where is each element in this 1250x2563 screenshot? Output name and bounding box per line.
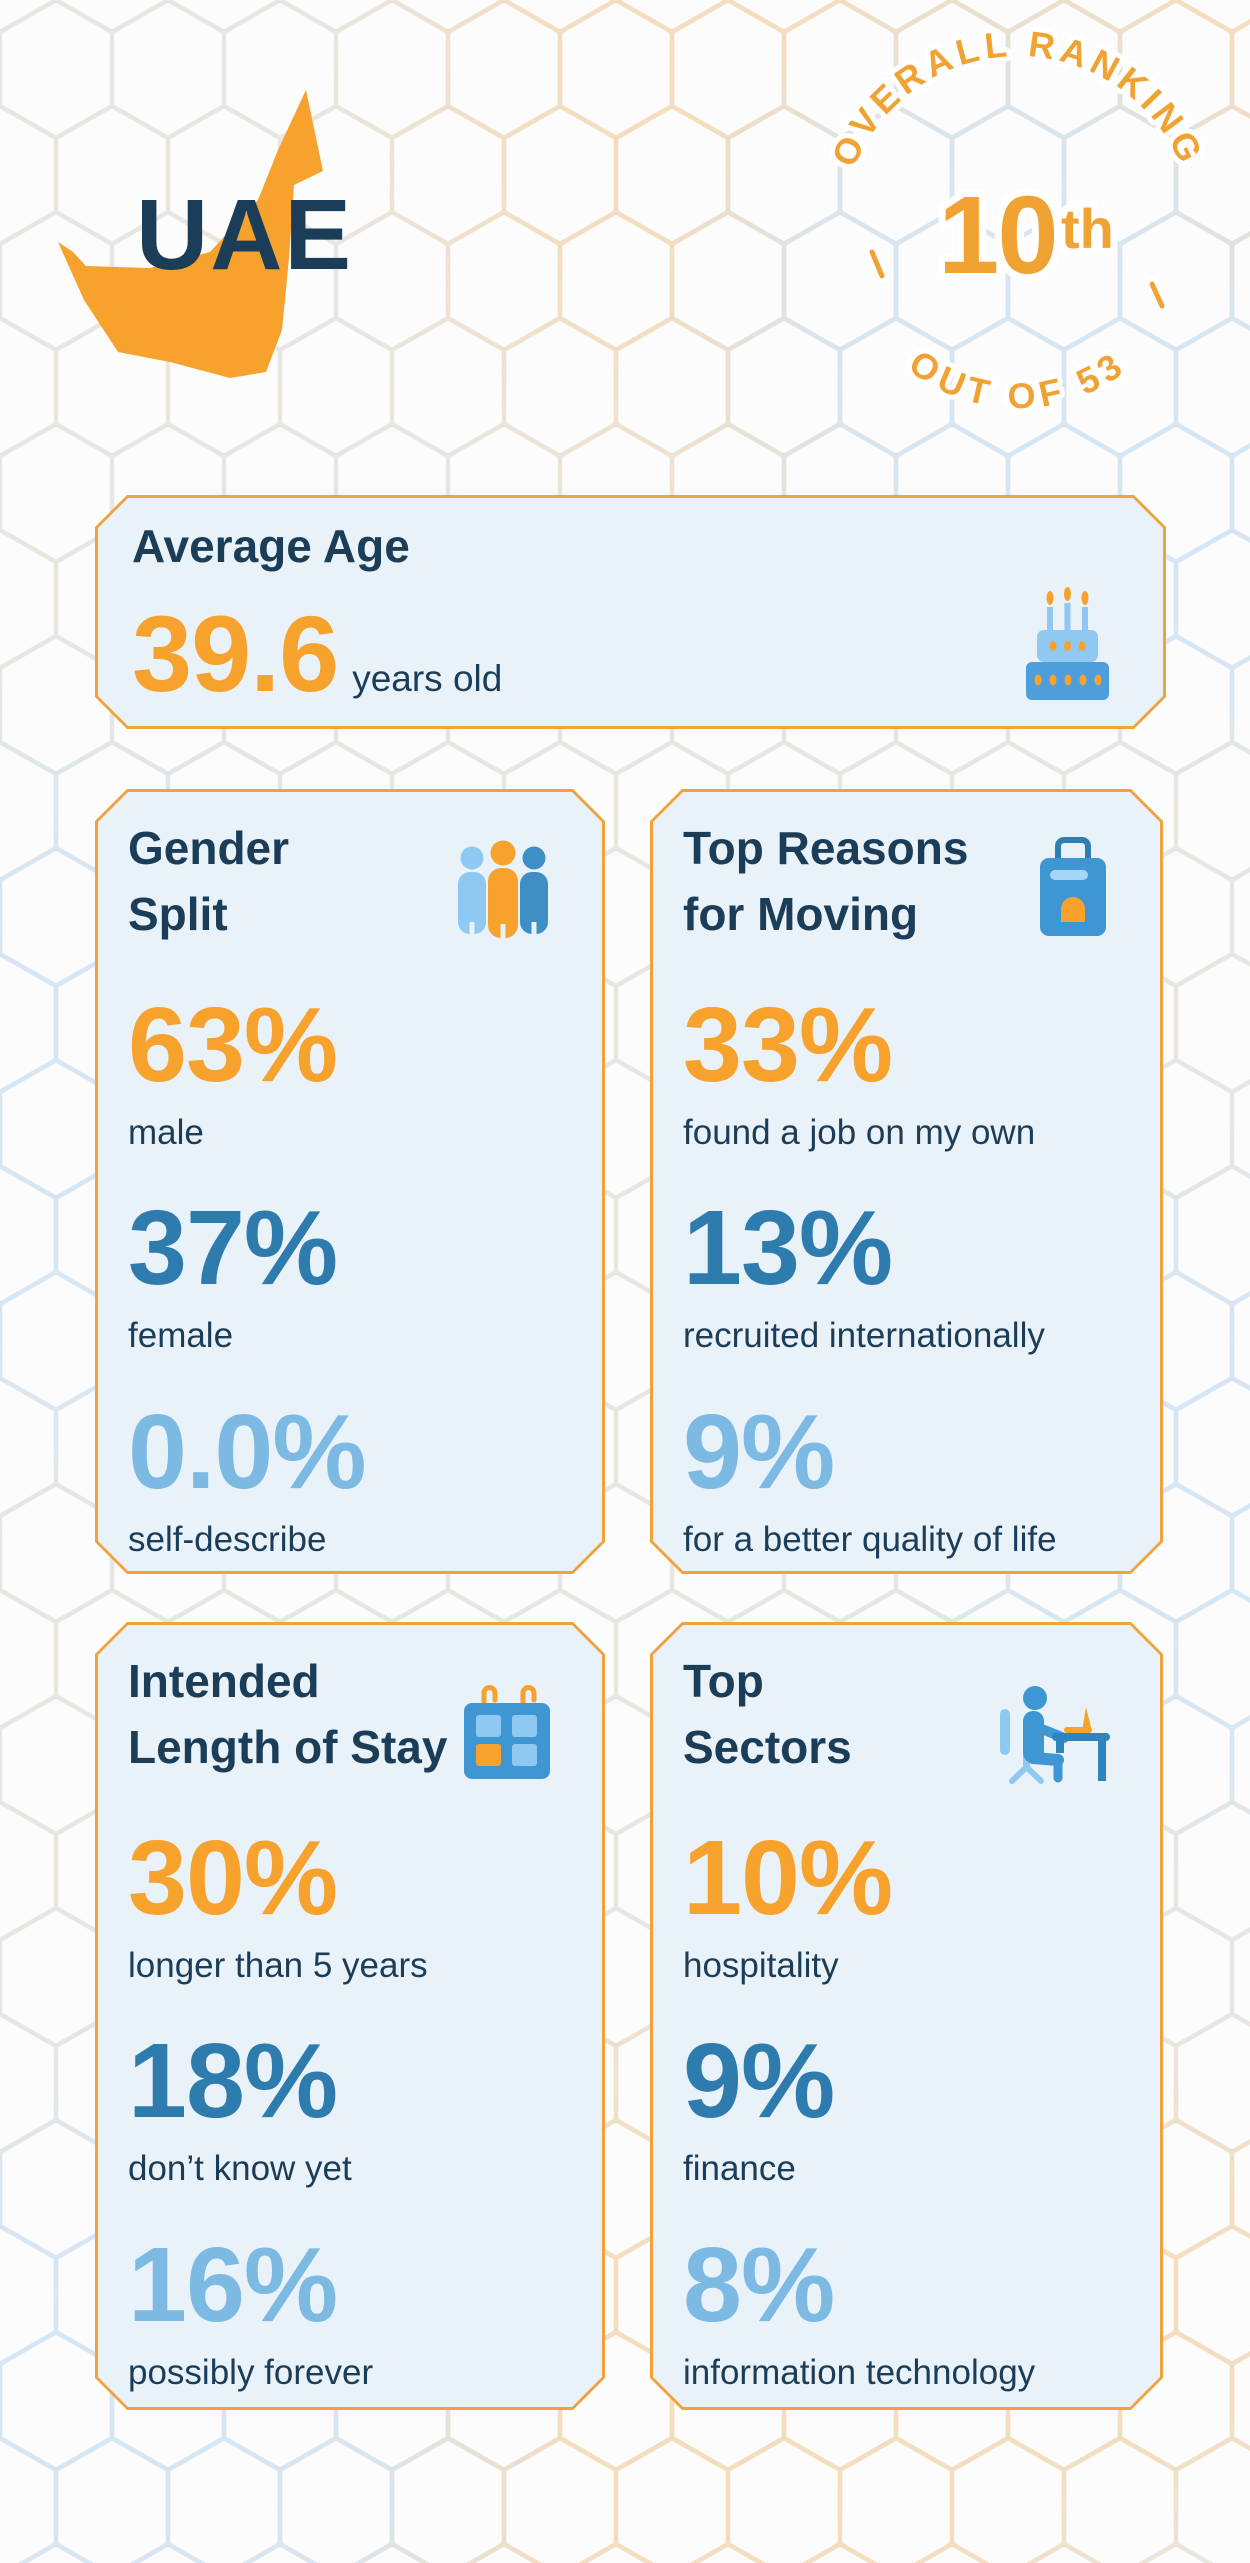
stat-label: don’t know yet	[128, 2149, 352, 2189]
uae-map-shape	[58, 90, 323, 378]
country-label: UAE	[136, 179, 354, 291]
suitcase-icon	[1034, 836, 1112, 948]
stat-value: 9%	[683, 1392, 835, 1511]
stat-label: possibly forever	[128, 2352, 374, 2392]
badge-arc-bottom-text: OUT OF 53	[897, 337, 1133, 422]
stat: 9% finance	[683, 2028, 1130, 2192]
stat-value: 63%	[128, 985, 338, 1104]
svg-text:OVERALL RANKING: OVERALL RANKING	[823, 23, 1212, 173]
stat: 8% information technology	[683, 2232, 1130, 2396]
badge-rank: 10	[938, 174, 1056, 297]
svg-text:10 th: 10 th	[938, 174, 1114, 297]
stat: 9% for a better quality of life	[683, 1399, 1130, 1563]
stat-value: 9%	[683, 2022, 835, 2141]
stat: 16% possibly forever	[128, 2232, 572, 2396]
top-sectors-card: Top Sectors 10% ho	[650, 1622, 1163, 2410]
badge-arc-top-text: OVERALL RANKING	[818, 18, 1212, 178]
birthday-cake-icon	[1020, 584, 1115, 702]
person-at-desk-icon	[998, 1683, 1112, 1787]
average-age-card: Average Age 39.6 years old	[95, 495, 1166, 729]
stat: 13% recruited internationally	[683, 1195, 1130, 1359]
badge-tick-right	[1145, 277, 1169, 313]
stat-label: finance	[683, 2149, 796, 2189]
stat-value: 8%	[683, 2225, 835, 2344]
top-reasons-card: Top Reasons for Moving 33% found a job o…	[650, 789, 1163, 1574]
stat-label: found a job on my own	[683, 1112, 1036, 1152]
stat-label: hospitality	[683, 1945, 839, 1985]
stat: 30% longer than 5 years	[128, 1825, 572, 1989]
people-icon	[452, 836, 554, 946]
stat-value: 0.0%	[128, 1392, 366, 1511]
svg-text:OUT OF 53: OUT OF 53	[902, 342, 1134, 417]
badge-rank-suffix: th	[1061, 197, 1114, 260]
calendar-icon	[460, 1683, 554, 1783]
card-title: Intended Length of Stay	[128, 1655, 448, 1773]
stat: 0.0% self-describe	[128, 1399, 572, 1563]
average-age-value: 39.6	[132, 592, 339, 714]
badge-tick-left	[865, 245, 889, 283]
stat-value: 30%	[128, 1818, 338, 1937]
stat: 63% male	[128, 992, 572, 1156]
card-title: Top Sectors	[683, 1655, 852, 1773]
stat-label: female	[128, 1316, 234, 1356]
stat: 10% hospitality	[683, 1825, 1130, 1989]
stat-label: male	[128, 1112, 204, 1152]
stat-label: for a better quality of life	[683, 1519, 1057, 1559]
stat-label: self-describe	[128, 1519, 327, 1559]
stat: 33% found a job on my own	[683, 992, 1130, 1156]
stat-value: 18%	[128, 2022, 338, 2141]
stat-label: recruited internationally	[683, 1316, 1045, 1356]
ranking-badge: OVERALL RANKING OUT OF 53 10 th	[818, 18, 1212, 422]
stat-label: longer than 5 years	[128, 1945, 428, 1985]
average-age-unit: years old	[352, 657, 503, 699]
stat-value: 10%	[683, 1818, 893, 1937]
card-title: Gender Split	[128, 822, 290, 940]
stat: 37% female	[128, 1195, 572, 1359]
gender-split-card: Gender Split 63% male 37%	[95, 789, 605, 1574]
stat: 18% don’t know yet	[128, 2028, 572, 2192]
card-title: Top Reasons for Moving	[683, 822, 969, 940]
stat-value: 33%	[683, 985, 893, 1104]
stat-label: information technology	[683, 2352, 1036, 2392]
stat-value: 37%	[128, 1189, 338, 1308]
card-title: Average Age	[132, 520, 410, 572]
stat-value: 13%	[683, 1189, 893, 1308]
length-of-stay-card: Intended Length of Stay 30% longer than …	[95, 1622, 605, 2410]
stat-value: 16%	[128, 2225, 338, 2344]
